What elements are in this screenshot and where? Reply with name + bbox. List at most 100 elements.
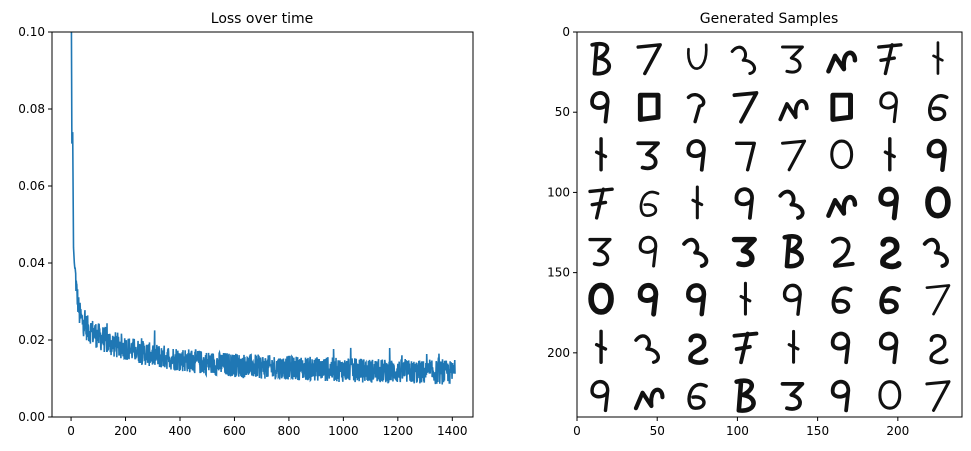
samples-plot-frame [576,31,963,418]
loss-x-tick-label: 1400 [437,424,468,438]
sample-digit-stroke [926,138,947,173]
sample-digit [879,91,898,124]
sample-digit [731,236,757,268]
sample-digit-stroke [879,91,898,124]
sample-digit-stroke [928,94,949,122]
sample-digit-stroke [925,380,951,412]
sample-digit [925,186,951,219]
samples-y-tick-label: 50 [555,105,570,119]
sample-digit [880,236,902,270]
loss-y-tick-label: 0.00 [18,410,45,424]
samples-chart-title: Generated Samples [700,11,839,27]
sample-digit-stroke [782,234,804,269]
sample-digit [928,94,949,122]
sample-digit [588,187,614,220]
sample-digit-stroke [734,378,756,413]
sample-digit-stroke [687,382,708,410]
sample-digit [878,186,899,221]
samples-y-tick-label: 200 [547,346,570,360]
sample-digit [830,92,853,122]
sample-digit-stroke [879,286,901,315]
sample-digit [778,189,805,220]
sample-digit [588,282,614,315]
sample-digit [739,281,752,316]
sample-digit-stroke [636,43,662,76]
sample-digit [922,237,949,268]
loss-y-tick-label: 0.02 [18,333,45,347]
sample-digit-stroke [922,237,949,268]
sample-digit [688,333,709,365]
sample-digit-stroke [778,189,805,220]
sample-digit-stroke [831,286,853,314]
sample-digit [730,45,757,76]
sample-digit-stroke [830,331,851,365]
sample-digit [636,43,662,76]
sample-digit [929,334,949,365]
sample-digit [830,236,855,268]
sample-digit-stroke [878,186,899,221]
sample-digit-stroke [730,45,757,76]
sample-digit [734,187,754,220]
sample-digit-stroke [830,139,854,170]
sample-digit-stroke [734,187,754,220]
sample-digit-stroke [588,237,612,267]
sample-digit-stroke [686,283,707,317]
loss-x-tick-label: 800 [277,424,300,438]
samples-x-tick-label: 200 [886,424,909,438]
sample-digit [781,45,804,74]
sample-digit [590,380,610,413]
sample-digit-stroke [879,331,899,365]
samples-x-tick-label: 150 [806,424,829,438]
sample-digit [925,380,951,412]
sample-digit-stroke [686,139,706,172]
sample-digit [926,138,947,173]
sample-digit [637,92,661,122]
sample-digit-stroke [588,282,614,315]
sample-digit-stroke [830,236,855,268]
sample-digit-stroke [734,141,756,172]
sample-digit-stroke [781,139,807,172]
sample-digit [787,329,800,364]
sample-digit-stroke [932,41,944,75]
sample-digit [687,382,708,410]
sample-digit [781,139,807,172]
sample-digit-stroke [783,283,802,316]
sample-digit-stroke [826,50,858,74]
loss-x-tick-label: 400 [169,424,192,438]
samples-y-tick-label: 150 [547,266,570,280]
sample-digit-stroke [732,91,759,124]
samples-x-ticks: 0 50 100 150 200 [573,417,909,438]
loss-x-tick-label: 1200 [383,424,414,438]
samples-y-ticks: 0 50 100 150 200 [547,25,577,360]
sample-digit [588,237,612,267]
loss-y-tick-label: 0.08 [18,102,45,116]
sample-digit [826,50,858,74]
sample-digit-stroke [590,380,610,413]
sample-digit-stroke [883,137,896,172]
sample-digit [780,382,805,411]
sample-digit-stroke [787,329,800,364]
sample-digit [636,141,660,171]
sample-digit-stroke [778,99,809,122]
sample-digit [686,93,706,124]
samples-chart: Generated Samples 0 50 100 150 200 0 50 100 150… [547,11,963,438]
sample-digit-stroke [688,333,709,365]
samples-x-tick-label: 0 [573,424,581,438]
sample-digit [778,99,809,122]
sample-digit-stroke [731,236,757,268]
sample-digit-stroke [687,43,708,70]
sample-digit-stroke [682,237,709,268]
loss-plot-frame [51,31,474,418]
sample-digit-stroke [830,379,851,413]
sample-digit-stroke [781,45,804,74]
sample-digit [634,334,660,364]
samples-x-tick-label: 50 [650,424,665,438]
sample-digit [639,190,660,218]
sample-digit-stroke [637,282,659,317]
sample-digit [826,195,858,218]
sample-digit [633,387,665,411]
sample-digit-stroke [925,284,951,316]
sample-digit [590,41,611,76]
sample-digit [734,378,756,413]
sample-digit-stroke [929,334,949,365]
